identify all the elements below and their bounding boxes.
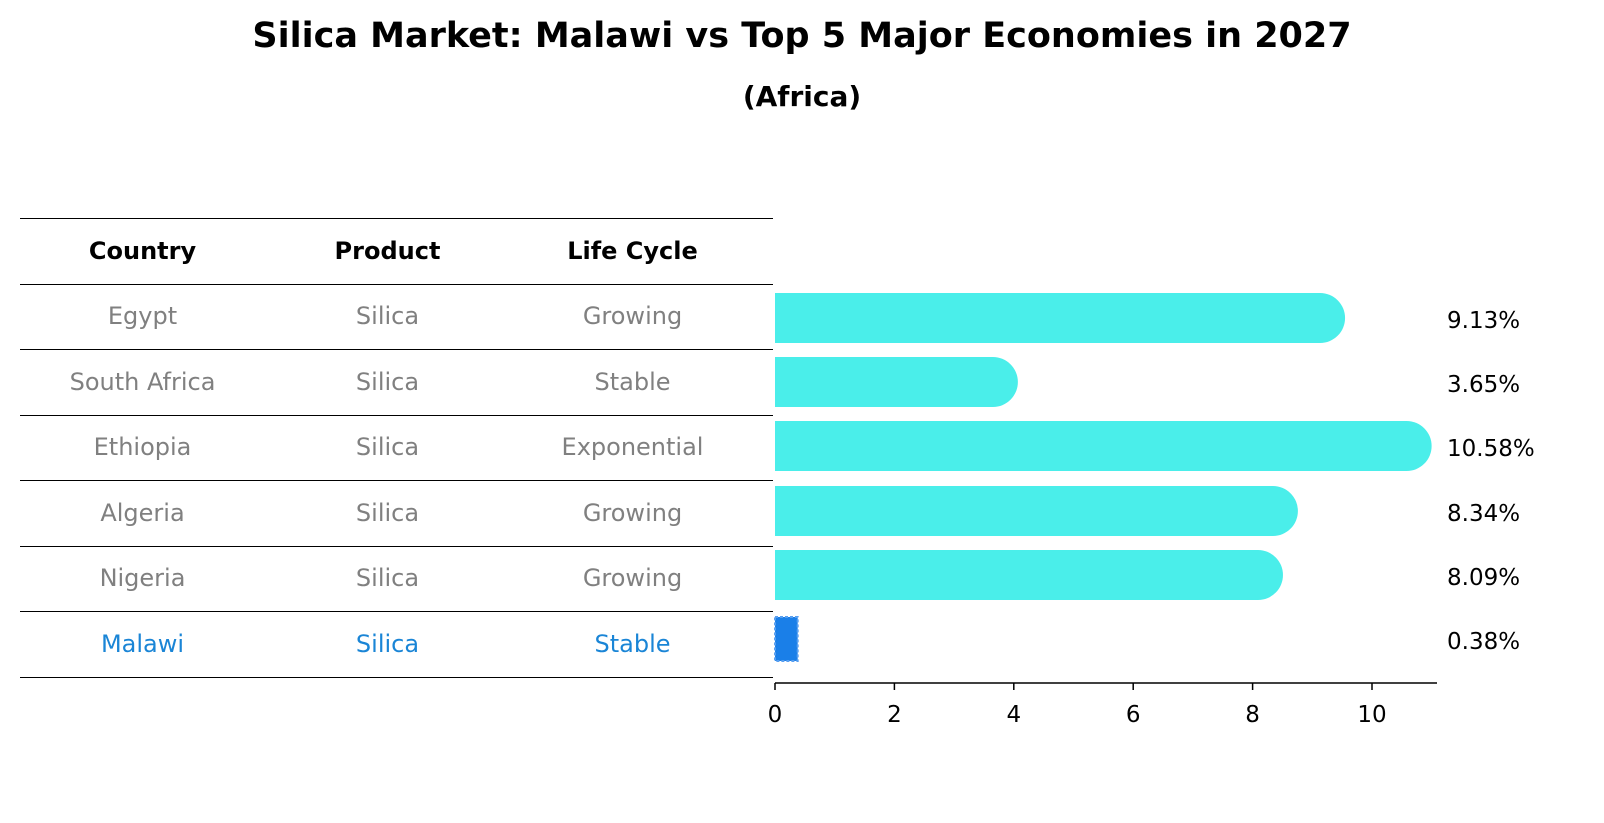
- table-cell-life-cycle: Growing: [582, 498, 683, 527]
- table-cell-life-cycle: Growing: [582, 564, 683, 593]
- table-cell-product: Silica: [355, 564, 420, 593]
- table-header-product: Product: [334, 236, 441, 265]
- table-cell-product: Silica: [355, 498, 420, 527]
- bar-value-label: 8.09%: [1447, 565, 1520, 591]
- x-tick-label: 4: [1006, 702, 1021, 728]
- table-rule: [20, 283, 773, 285]
- bar-nigeria: [775, 550, 1283, 600]
- table-rule: [20, 545, 773, 547]
- chart-title: Silica Market: Malawi vs Top 5 Major Eco…: [252, 16, 1352, 56]
- x-tick-label: 10: [1357, 702, 1386, 728]
- table-cell-life-cycle: Stable: [594, 367, 671, 396]
- table-rule: [20, 480, 773, 481]
- table-cell-product: Silica: [355, 629, 420, 658]
- table-cell-country: Nigeria: [99, 564, 186, 593]
- x-tick-label: 6: [1126, 702, 1141, 728]
- table-cell-life-cycle: Growing: [582, 302, 683, 331]
- table-header-life-cycle: Life Cycle: [567, 236, 698, 265]
- table-cell-country: Algeria: [100, 498, 185, 527]
- table-header-country: Country: [88, 236, 197, 265]
- bar-ethiopia: [775, 421, 1432, 471]
- table-cell-country: Ethiopia: [93, 433, 192, 462]
- bar-south-africa: [775, 357, 1018, 407]
- bar-malawi: [774, 616, 799, 662]
- table-rule: [20, 414, 773, 416]
- x-tick-label: 0: [768, 702, 783, 728]
- table-cell-life-cycle: Exponential: [561, 433, 704, 462]
- bar-value-label: 8.34%: [1447, 501, 1520, 527]
- table-cell-country: Malawi: [100, 629, 185, 658]
- x-tick-label: 8: [1245, 702, 1260, 728]
- table-cell-product: Silica: [355, 302, 420, 331]
- table-cell-product: Silica: [355, 433, 420, 462]
- table-rule: [20, 611, 773, 612]
- bar-egypt: [775, 293, 1346, 343]
- table-cell-product: Silica: [355, 367, 420, 396]
- table-rule: [20, 349, 773, 350]
- bar-value-label: 0.38%: [1447, 629, 1520, 655]
- table-cell-country: Egypt: [107, 302, 178, 331]
- bar-value-label: 3.65%: [1447, 372, 1520, 398]
- bar-value-label: 9.13%: [1447, 308, 1520, 334]
- chart-subtitle: (Africa): [742, 80, 862, 113]
- bar-algeria: [775, 486, 1298, 536]
- table-cell-life-cycle: Stable: [594, 629, 671, 658]
- table-rule: [20, 676, 773, 678]
- table-cell-country: South Africa: [69, 367, 216, 396]
- x-tick-label: 2: [887, 702, 902, 728]
- bar-value-label: 10.58%: [1447, 436, 1535, 462]
- table-rule: [20, 218, 773, 219]
